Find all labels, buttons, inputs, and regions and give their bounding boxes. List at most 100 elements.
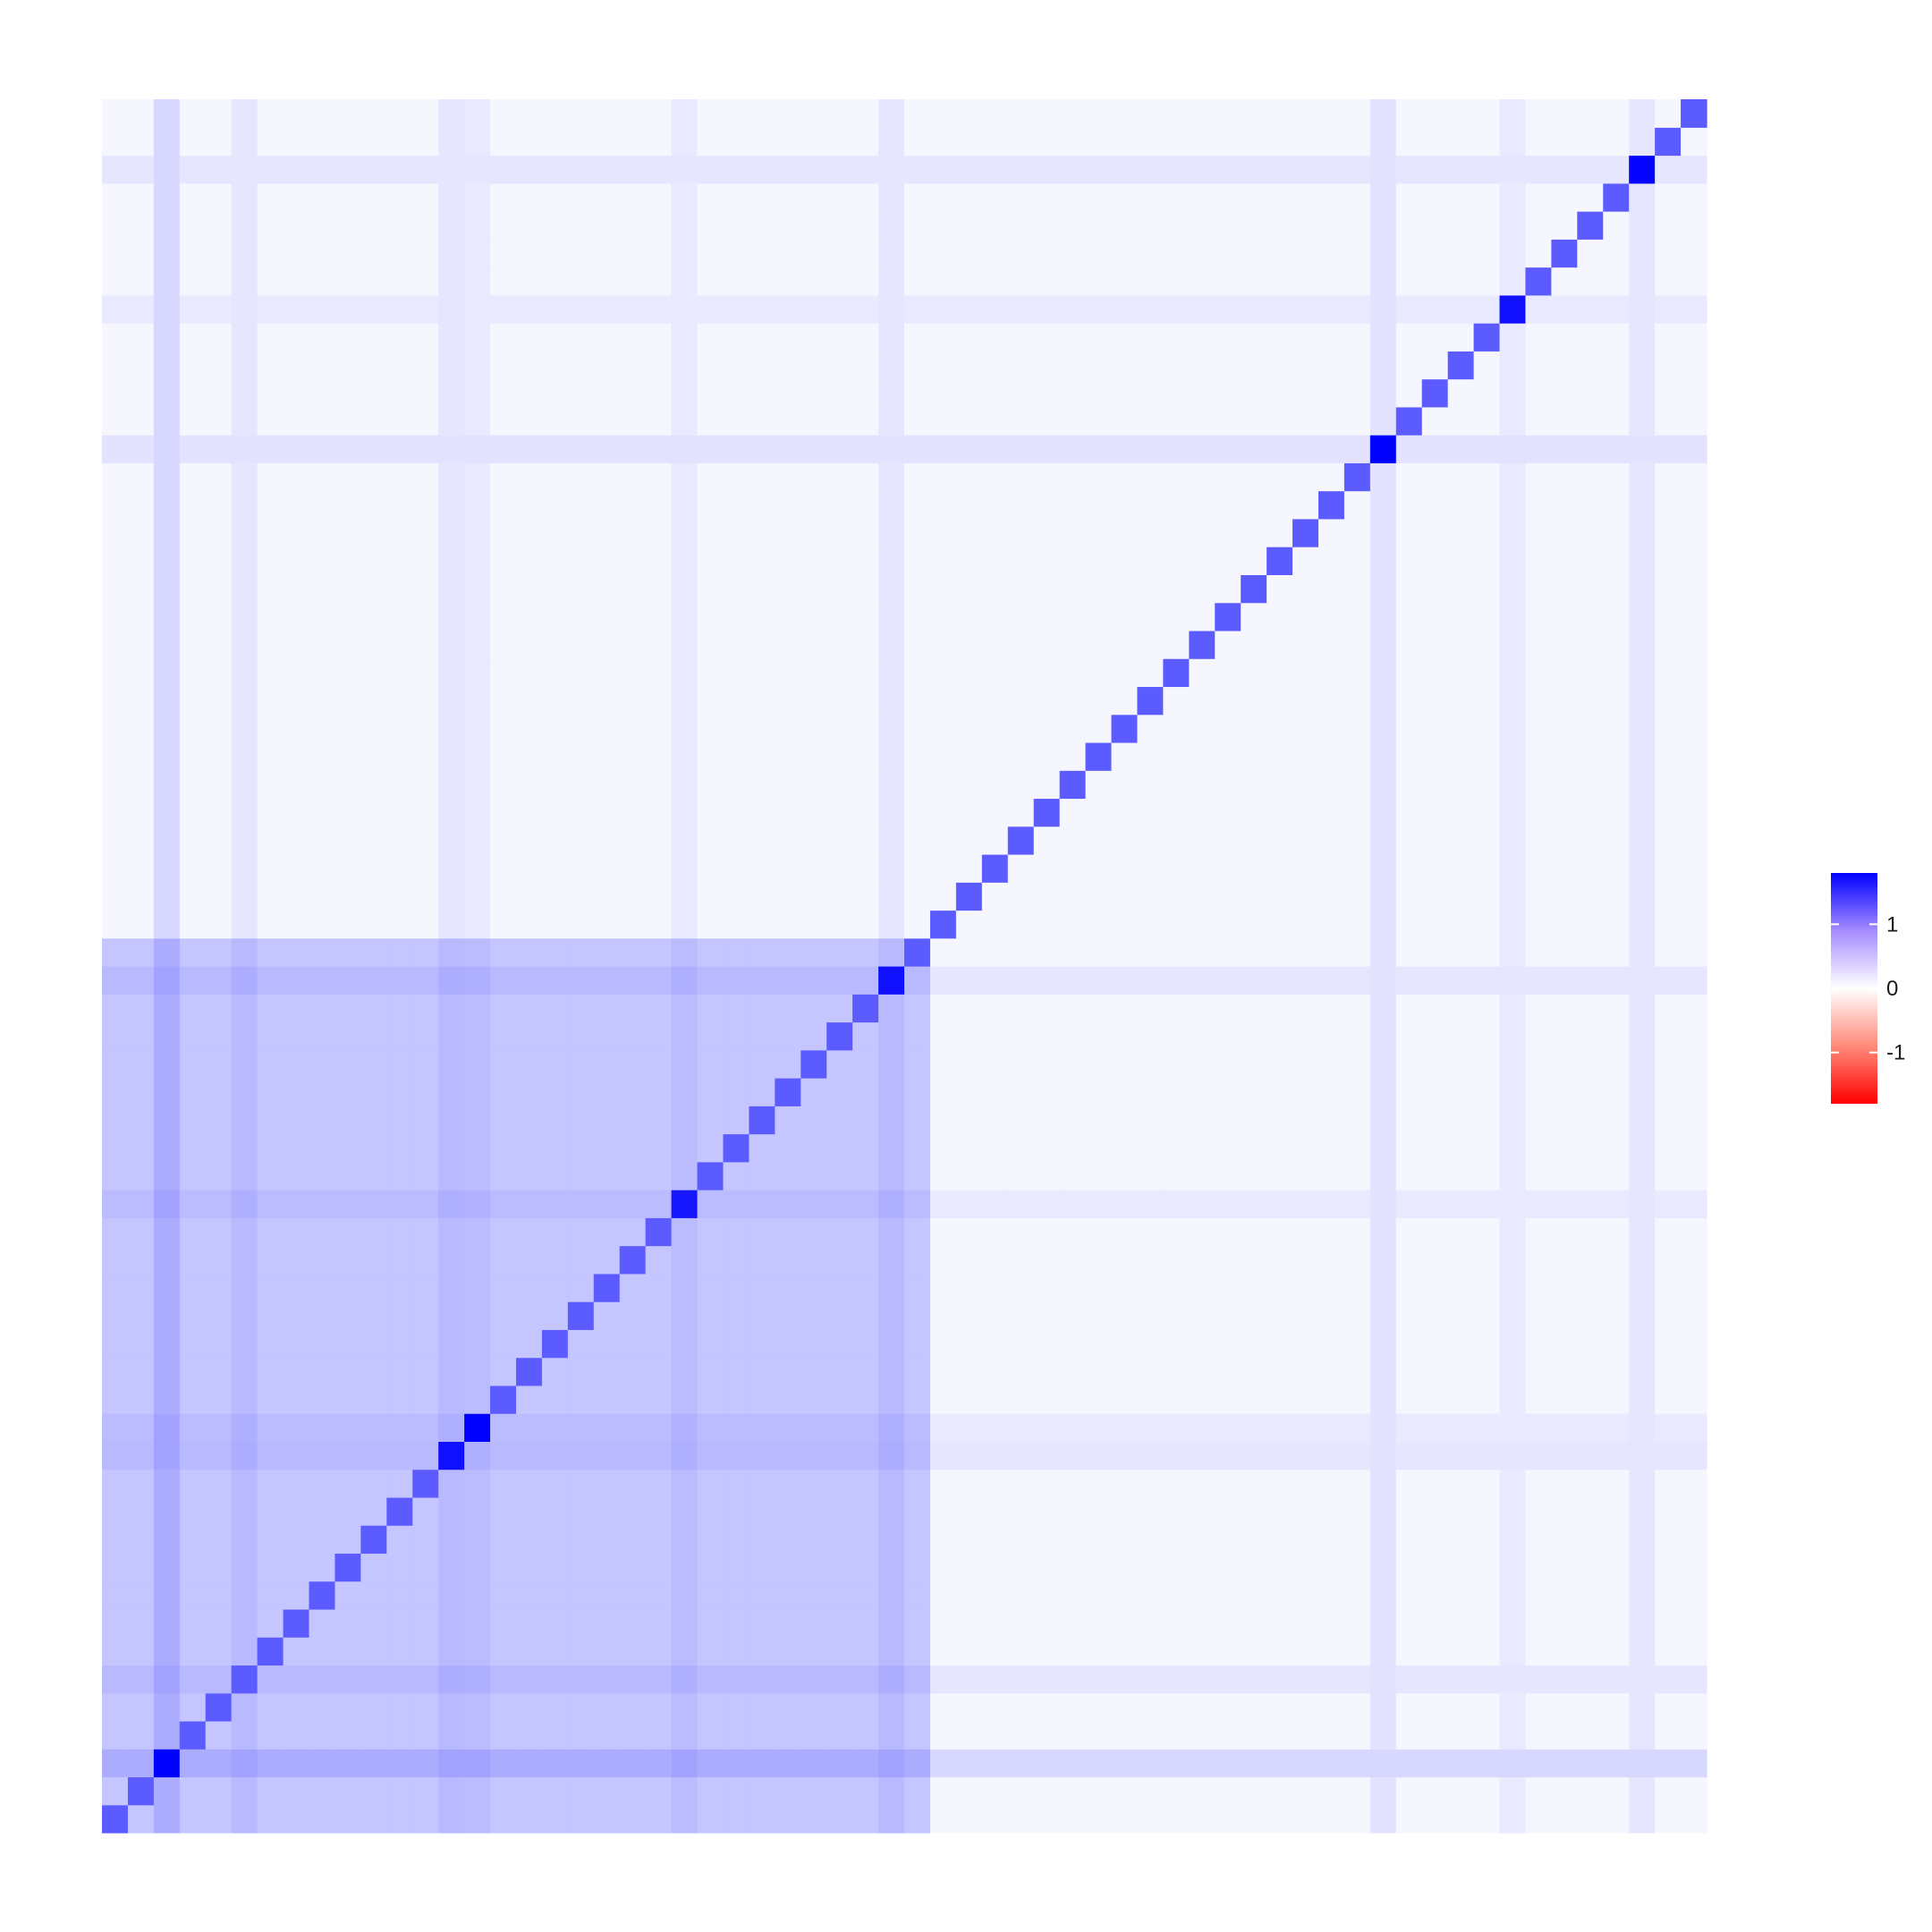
heatmap-cell-18-7: [283, 1301, 310, 1330]
heatmap-cell-1-24: [723, 1776, 750, 1806]
heatmap-cell-24-57: [1577, 1133, 1604, 1163]
heatmap-cell-43-27: [801, 602, 827, 631]
heatmap-cell-16-59: [1629, 1357, 1656, 1386]
heatmap-cell-43-9: [335, 602, 361, 631]
heatmap-cell-39-6: [257, 714, 284, 743]
heatmap-cell-29-35: [1007, 994, 1035, 1023]
heatmap-cell-44-35: [1007, 574, 1035, 604]
heatmap-cell-1-17: [541, 1776, 569, 1806]
heatmap-cell-39-29: [852, 714, 879, 743]
heatmap-cell-37-38: [1085, 770, 1113, 800]
heatmap-cell-37-44: [1241, 770, 1267, 800]
heatmap-cell-54-30: [878, 294, 905, 324]
heatmap-cell-60-20: [619, 127, 647, 157]
heatmap-cell-23-10: [360, 1161, 387, 1191]
heatmap-cell-41-37: [1059, 658, 1087, 688]
heatmap-cell-16-0: [102, 1357, 129, 1386]
heatmap-cell-59-56: [1551, 155, 1578, 184]
heatmap-cell-21-40: [1137, 1217, 1164, 1247]
heatmap-cell-13-12: [412, 1441, 439, 1470]
heatmap-cell-31-22: [671, 937, 699, 967]
heatmap-cell-43-35: [1007, 602, 1035, 631]
heatmap-cell-30-61: [1681, 966, 1707, 995]
heatmap-cell-28-49: [1369, 1021, 1397, 1051]
heatmap-cell-19-49: [1369, 1273, 1397, 1302]
heatmap-cell-28-1: [127, 1021, 155, 1051]
heatmap-cell-42-38: [1085, 630, 1113, 659]
heatmap-cell-46-57: [1577, 518, 1604, 547]
heatmap-cell-19-35: [1007, 1273, 1035, 1302]
heatmap-cell-30-26: [775, 966, 801, 995]
heatmap-cell-3-47: [1318, 1720, 1345, 1750]
heatmap-cell-17-55: [1525, 1329, 1552, 1359]
heatmap-cell-38-44: [1241, 741, 1267, 771]
heatmap-cell-43-36: [1033, 602, 1061, 631]
heatmap-cell-35-10: [360, 826, 387, 855]
heatmap-cell-34-44: [1241, 853, 1267, 883]
heatmap-cell-36-18: [567, 798, 595, 827]
heatmap-cell-57-4: [205, 211, 233, 240]
heatmap-cell-19-27: [801, 1273, 827, 1302]
heatmap-cell-10-16: [515, 1525, 543, 1555]
heatmap-cell-13-54: [1499, 1441, 1527, 1470]
heatmap-cell-19-56: [1551, 1273, 1578, 1302]
heatmap-cell-53-8: [309, 323, 336, 352]
heatmap-cell-9-45: [1267, 1553, 1293, 1582]
heatmap-cell-12-23: [697, 1469, 724, 1498]
heatmap-cell-22-3: [179, 1190, 207, 1218]
heatmap-cell-15-51: [1421, 1385, 1449, 1414]
heatmap-cell-7-48: [1343, 1608, 1371, 1638]
heatmap-cell-55-50: [1395, 267, 1423, 296]
heatmap-cell-7-29: [852, 1608, 879, 1638]
heatmap-cell-29-34: [981, 994, 1009, 1023]
heatmap-cell-11-46: [1292, 1496, 1319, 1526]
heatmap-cell-60-16: [515, 127, 543, 157]
heatmap-cell-43-50: [1395, 602, 1423, 631]
heatmap-cell-51-56: [1551, 378, 1578, 408]
heatmap-cell-5-5: [231, 1665, 258, 1694]
heatmap-cell-26-25: [749, 1078, 775, 1106]
heatmap-cell-42-26: [775, 630, 801, 659]
heatmap-cell-46-61: [1681, 518, 1707, 547]
heatmap-cell-18-50: [1395, 1301, 1423, 1330]
heatmap-cell-29-3: [179, 994, 207, 1023]
heatmap-cell-26-55: [1525, 1078, 1552, 1106]
heatmap-cell-56-5: [231, 239, 258, 268]
heatmap-cell-56-56: [1551, 239, 1578, 268]
heatmap-cell-1-43: [1215, 1776, 1241, 1806]
heatmap-cell-38-53: [1473, 741, 1501, 771]
heatmap-cell-26-40: [1137, 1078, 1164, 1106]
heatmap-cell-55-36: [1033, 267, 1061, 296]
heatmap-cell-20-44: [1241, 1245, 1267, 1275]
heatmap-cell-18-13: [438, 1301, 465, 1330]
heatmap-cell-11-21: [645, 1496, 673, 1526]
heatmap-cell-7-17: [541, 1608, 569, 1638]
heatmap-cell-12-20: [619, 1469, 647, 1498]
heatmap-cell-13-44: [1241, 1441, 1267, 1470]
heatmap-cell-28-42: [1189, 1021, 1216, 1051]
heatmap-cell-25-34: [981, 1106, 1009, 1135]
heatmap-cell-3-4: [205, 1720, 233, 1750]
heatmap-cell-27-34: [981, 1049, 1009, 1079]
heatmap-cell-50-27: [801, 406, 827, 436]
heatmap-cell-17-28: [826, 1329, 853, 1359]
heatmap-cell-49-32: [929, 435, 957, 463]
heatmap-cell-8-16: [515, 1580, 543, 1610]
heatmap-cell-3-3: [179, 1720, 207, 1750]
heatmap-cell-24-25: [749, 1133, 775, 1163]
heatmap-cell-55-49: [1369, 267, 1397, 296]
heatmap-cell-49-18: [567, 435, 595, 463]
heatmap-cell-15-10: [360, 1385, 387, 1414]
heatmap-cell-35-61: [1681, 826, 1707, 855]
heatmap-cell-24-6: [257, 1133, 284, 1163]
heatmap-cell-54-32: [929, 294, 957, 324]
heatmap-cell-55-6: [257, 267, 284, 296]
heatmap-cell-39-54: [1499, 714, 1527, 743]
heatmap-cell-36-59: [1629, 798, 1656, 827]
heatmap-cell-1-35: [1007, 1776, 1035, 1806]
heatmap-cell-36-34: [981, 798, 1009, 827]
heatmap-cell-61-22: [671, 99, 699, 128]
heatmap-cell-47-40: [1137, 490, 1164, 520]
heatmap-cell-26-29: [852, 1078, 879, 1106]
heatmap-cell-51-34: [981, 378, 1009, 408]
